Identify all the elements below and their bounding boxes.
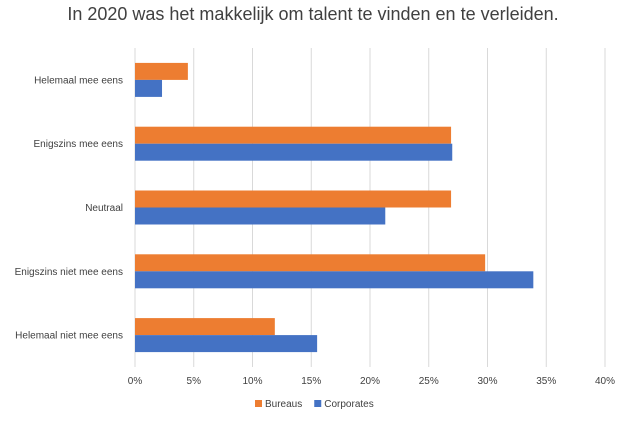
legend-swatch [255,400,262,407]
bar-bureaus [135,254,486,272]
category-label: Enigszins niet mee eens [15,267,123,278]
x-tick-label: 0% [128,376,143,387]
legend-label: Corporates [324,399,373,410]
legend: Bureaus Corporates [255,399,374,410]
x-tick-label: 30% [477,376,497,387]
legend-swatch [314,400,322,407]
category-labels: Helemaal mee eens Enigszins mee eens Neutr… [15,75,123,341]
x-tick-label: 35% [536,376,556,387]
x-tick-label: 25% [419,376,439,387]
x-axis-ticks: 0% 5% 10% 15% 20% 25% 30% 35% 40% [128,376,615,387]
x-tick-label: 10% [242,376,262,387]
bar-corporates [135,271,534,289]
bar-corporates [135,79,163,97]
bar-corporates [135,335,318,353]
category-label: Helemaal mee eens [34,75,123,86]
bars [135,62,534,353]
bar-bureaus [135,318,275,336]
category-label: Enigszins mee eens [34,139,124,150]
x-tick-label: 15% [301,376,321,387]
legend-label: Bureaus [265,399,302,410]
bar-bureaus [135,62,188,80]
bar-corporates [135,207,386,225]
category-label: Helemaal niet mee eens [15,331,123,342]
category-label: Neutraal [85,203,123,214]
bar-bureaus [135,126,452,144]
bar-bureaus [135,190,452,208]
bar-corporates [135,143,453,161]
chart-title: In 2020 was het makkelijk om talent te v… [67,4,559,24]
x-tick-label: 20% [360,376,380,387]
x-tick-label: 5% [187,376,202,387]
x-tick-label: 40% [595,376,615,387]
